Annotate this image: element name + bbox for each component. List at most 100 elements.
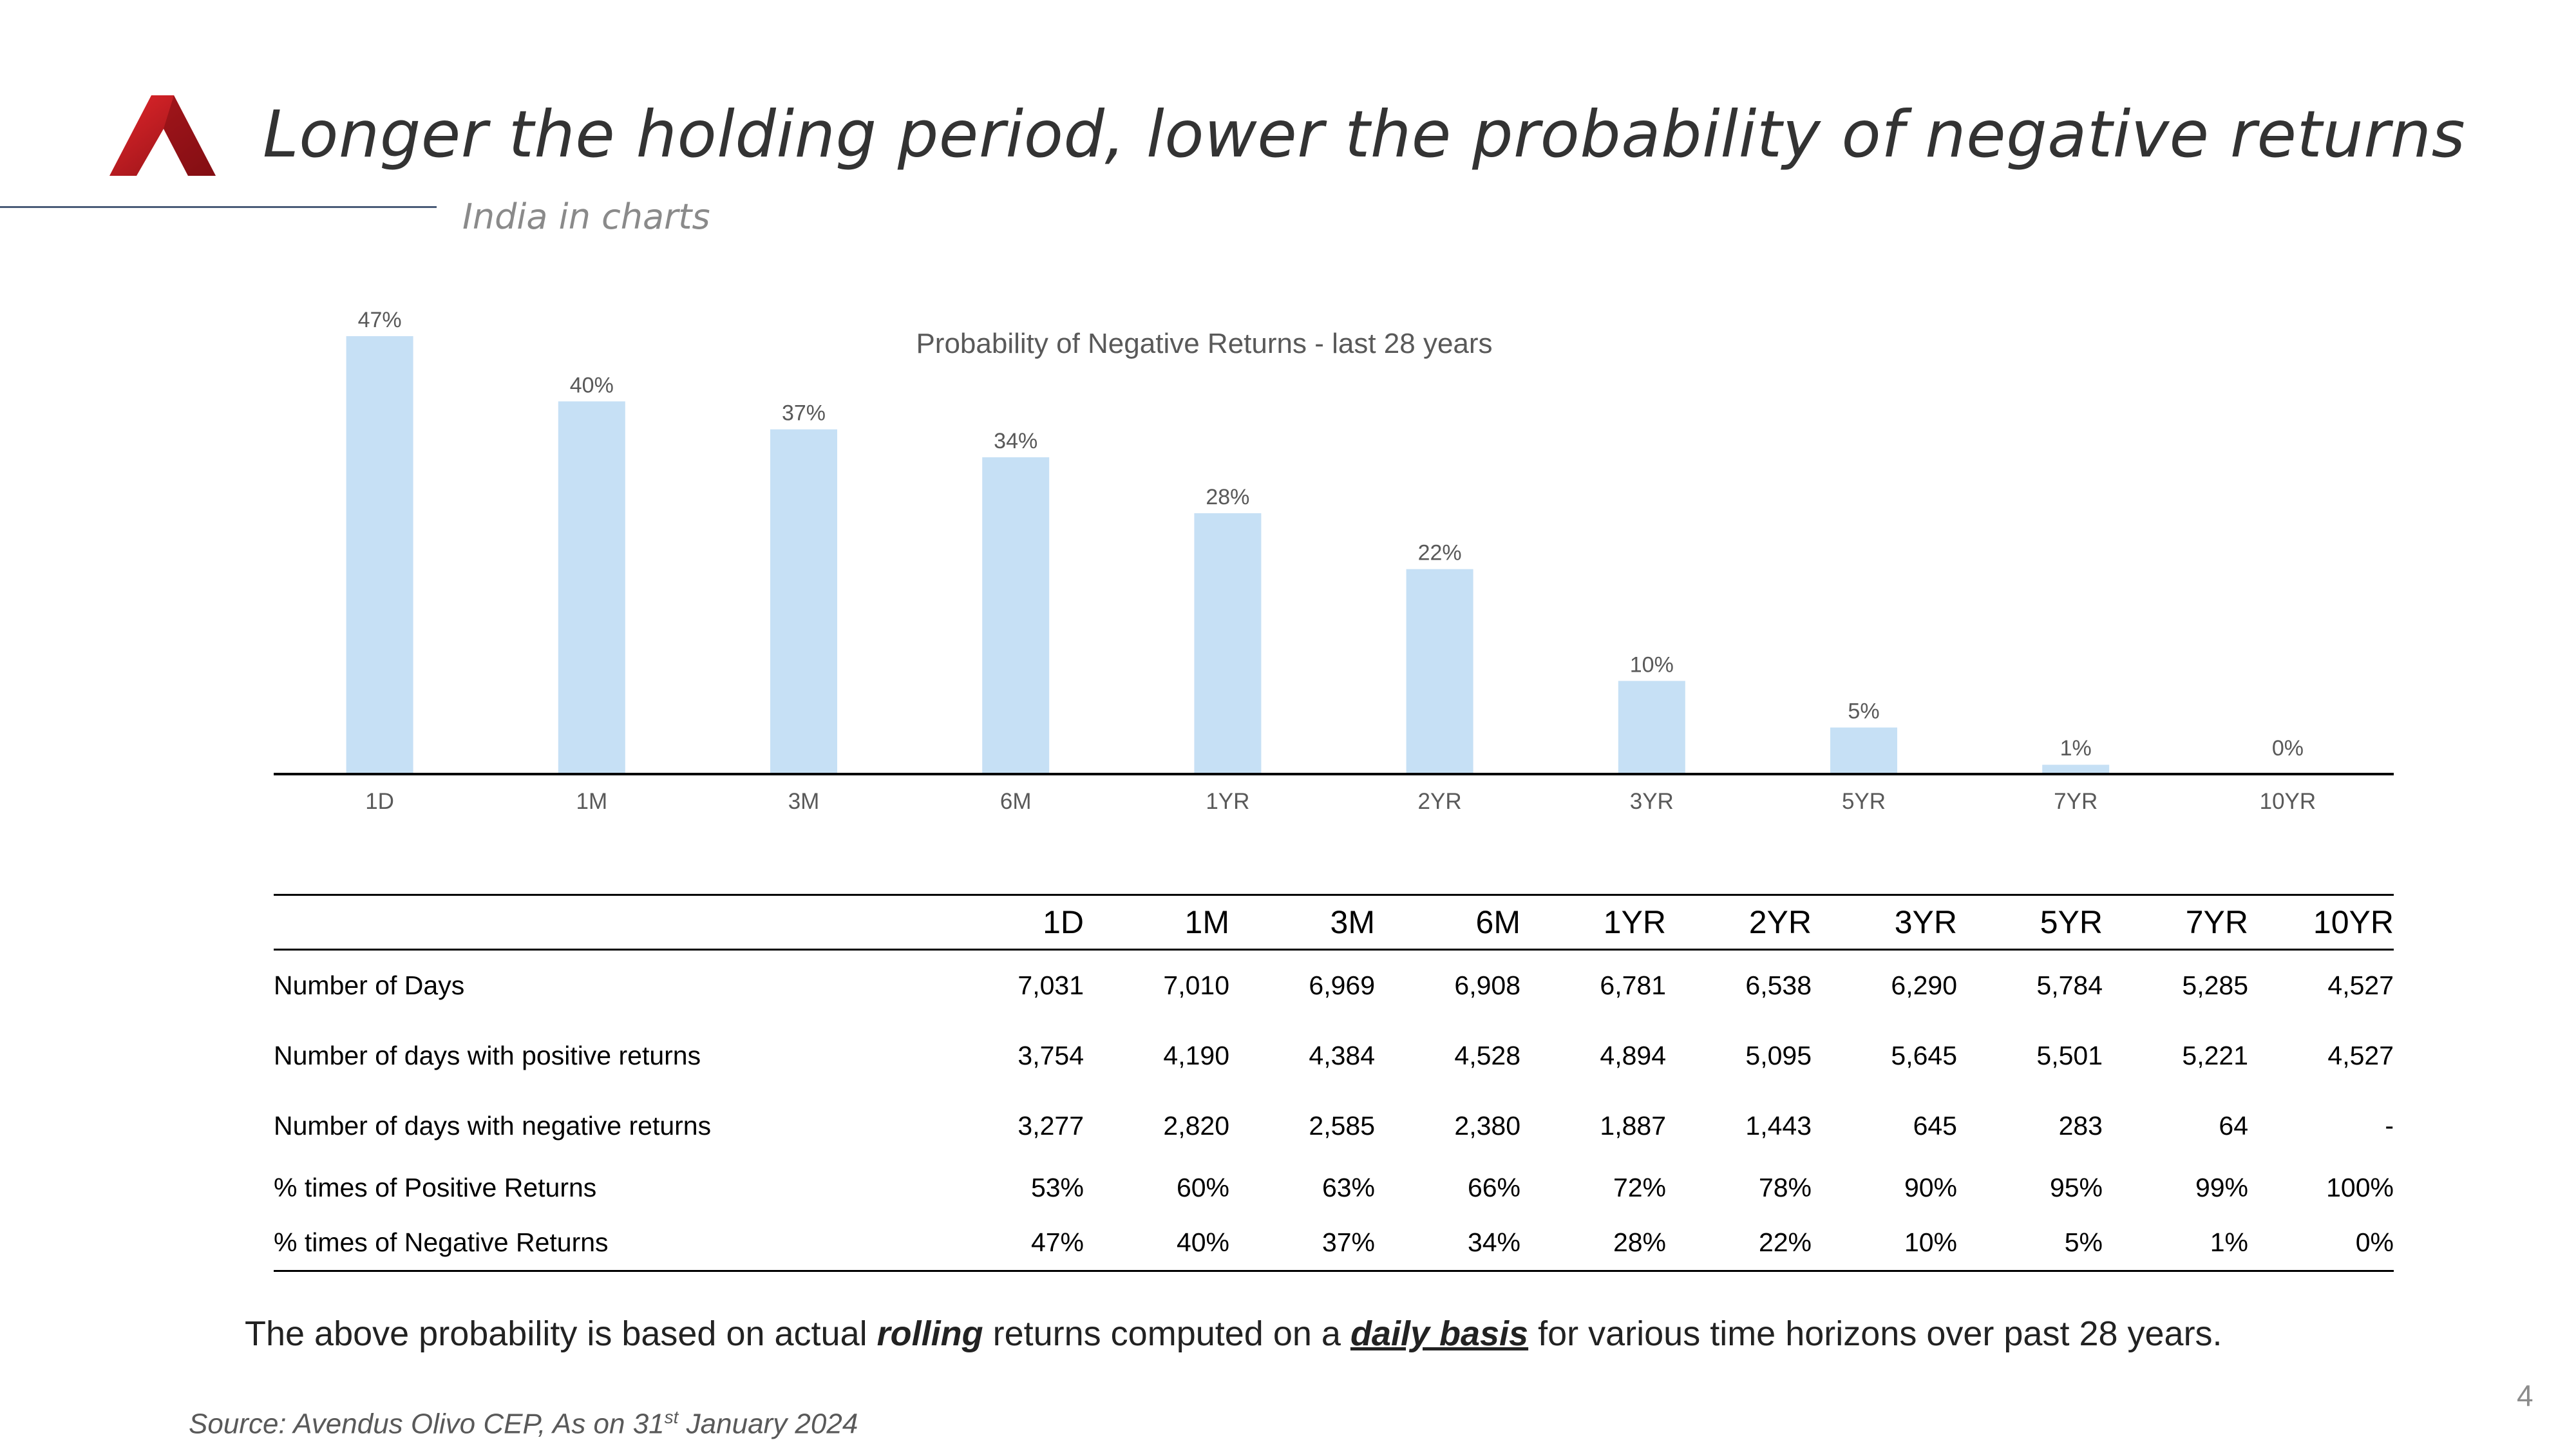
column-header: 2YR bbox=[1666, 894, 1812, 951]
row-label: % times of Negative Returns bbox=[274, 1215, 938, 1272]
chart-title: Probability of Negative Returns - last 2… bbox=[916, 328, 1492, 359]
table-cell: 6,781 bbox=[1600, 970, 1666, 1000]
page-number: 4 bbox=[2517, 1379, 2533, 1412]
x-tick-label: 3M bbox=[788, 789, 820, 814]
table-cell: 5% bbox=[1957, 1215, 2103, 1272]
row-label: Number of days with negative returns bbox=[274, 1110, 712, 1141]
table-row: % times of Positive Returns 53% 60% 63% … bbox=[274, 1160, 2394, 1215]
table-cell: 2,380 bbox=[1454, 1110, 1520, 1141]
table-cell: 4,384 bbox=[1309, 1040, 1375, 1070]
table-cell: 90% bbox=[1904, 1172, 1957, 1202]
x-tick-label: 10YR bbox=[2260, 789, 2316, 814]
table-cell: 22% bbox=[1666, 1215, 1812, 1272]
column-header: 1M bbox=[1084, 894, 1229, 951]
data-label: 5% bbox=[1848, 699, 1879, 724]
table-header-row: 1D 1M 3M 6M 1YR 2YR 3YR 5YR 7YR 10YR bbox=[274, 894, 2394, 951]
bar-3M bbox=[770, 429, 837, 774]
data-label: 0% bbox=[2272, 736, 2304, 761]
table-cell: 10% bbox=[1812, 1215, 1957, 1272]
column-header: 3YR bbox=[1812, 894, 1957, 951]
note-emphasis-rolling: rolling bbox=[876, 1314, 983, 1353]
bar-7YR bbox=[2042, 764, 2110, 774]
table-cell: 4,528 bbox=[1454, 1040, 1520, 1070]
table-cell: 5,285 bbox=[2182, 970, 2248, 1000]
column-header: 3M bbox=[1229, 894, 1375, 951]
table-cell: 2,585 bbox=[1309, 1110, 1375, 1141]
table-cell: 5,095 bbox=[1745, 1040, 1812, 1070]
bar-1M bbox=[558, 401, 625, 774]
table-cell: 7,010 bbox=[1163, 970, 1229, 1000]
table-cell: 78% bbox=[1758, 1172, 1812, 1202]
note-text: returns computed on a bbox=[983, 1314, 1350, 1353]
table-cell: 64 bbox=[2219, 1110, 2248, 1141]
table-cell: 6,538 bbox=[1745, 970, 1812, 1000]
bar-chart: Probability of Negative Returns - last 2… bbox=[274, 308, 2394, 814]
x-tick-label: 2YR bbox=[1418, 789, 1462, 814]
bar-1D bbox=[346, 336, 413, 774]
table-cell: 63% bbox=[1321, 1172, 1375, 1202]
data-label: 37% bbox=[782, 401, 826, 426]
table-cell: 5,784 bbox=[2036, 970, 2103, 1000]
table-cell: 1% bbox=[2103, 1215, 2248, 1272]
data-label: 22% bbox=[1418, 541, 1462, 565]
x-tick-label: 7YR bbox=[2054, 789, 2098, 814]
table-cell: 1,887 bbox=[1600, 1110, 1666, 1141]
note-text: The above probability is based on actual bbox=[245, 1314, 877, 1353]
table-row: Number of Days 7,031 7,010 6,969 6,908 6… bbox=[274, 950, 2394, 1021]
table-cell: 40% bbox=[1084, 1215, 1229, 1272]
row-label: % times of Positive Returns bbox=[274, 1172, 597, 1202]
table-cell: 95% bbox=[2049, 1172, 2103, 1202]
table-cell: 283 bbox=[2058, 1110, 2103, 1141]
table-corner-cell bbox=[274, 894, 938, 951]
table-cell: 66% bbox=[1467, 1172, 1520, 1202]
slide-subtitle: India in charts bbox=[462, 196, 710, 237]
source-note: Source: Avendus Olivo CEP, As on 31st Ja… bbox=[189, 1407, 858, 1441]
slide-title: Longer the holding period, lower the pro… bbox=[263, 97, 2466, 172]
title-divider bbox=[0, 206, 437, 208]
x-tick-label: 1YR bbox=[1206, 789, 1249, 814]
bar-3YR bbox=[1618, 681, 1685, 774]
table-row: Number of days with negative returns 3,2… bbox=[274, 1091, 2394, 1160]
table-cell: 37% bbox=[1229, 1215, 1375, 1272]
x-tick-label: 6M bbox=[1000, 789, 1032, 814]
table-cell: 34% bbox=[1375, 1215, 1520, 1272]
table-cell: - bbox=[2385, 1110, 2394, 1141]
row-label: Number of days with positive returns bbox=[274, 1040, 701, 1070]
table-cell: 99% bbox=[2195, 1172, 2248, 1202]
x-tick-label: 1M bbox=[576, 789, 607, 814]
table-cell: 6,969 bbox=[1309, 970, 1375, 1000]
x-tick-label: 5YR bbox=[1842, 789, 1886, 814]
source-superscript: st bbox=[664, 1407, 679, 1427]
bar-1YR bbox=[1194, 513, 1262, 774]
x-tick-label: 3YR bbox=[1630, 789, 1674, 814]
source-text: January 2024 bbox=[678, 1408, 858, 1440]
table-cell: 1,443 bbox=[1745, 1110, 1812, 1141]
table-cell: 72% bbox=[1613, 1172, 1666, 1202]
row-label: Number of Days bbox=[274, 970, 465, 1000]
table-cell: 0% bbox=[2248, 1215, 2394, 1272]
column-header: 5YR bbox=[1957, 894, 2103, 951]
column-header: 10YR bbox=[2248, 894, 2394, 951]
column-header: 6M bbox=[1375, 894, 1520, 951]
table-cell: 7,031 bbox=[1018, 970, 1084, 1000]
table-cell: 6,290 bbox=[1891, 970, 1957, 1000]
table-cell: 3,277 bbox=[1018, 1110, 1084, 1141]
table-cell: 6,908 bbox=[1454, 970, 1520, 1000]
bar-2YR bbox=[1406, 569, 1473, 774]
column-header: 1YR bbox=[1520, 894, 1666, 951]
x-tick-label: 1D bbox=[365, 789, 394, 814]
note-text: for various time horizons over past 28 y… bbox=[1528, 1314, 2222, 1353]
table-cell: 3,754 bbox=[1018, 1040, 1084, 1070]
table-cell: 5,221 bbox=[2182, 1040, 2248, 1070]
table-cell: 100% bbox=[2326, 1172, 2394, 1202]
bars-layer: 47% 1D 40% 1M 37% 3M 34% 6M 28% 1YR 22% 2YR 10% 3YR 5%… bbox=[346, 308, 2316, 814]
table-cell: 5,645 bbox=[1891, 1040, 1957, 1070]
data-label: 34% bbox=[994, 429, 1037, 453]
methodology-note: The above probability is based on actual… bbox=[245, 1314, 2222, 1354]
source-text: Source: Avendus Olivo CEP, As on 31 bbox=[189, 1408, 665, 1440]
table-cell: 4,527 bbox=[2327, 1040, 2394, 1070]
table-cell: 4,527 bbox=[2327, 970, 2394, 1000]
table-cell: 2,820 bbox=[1163, 1110, 1229, 1141]
table-cell: 5,501 bbox=[2036, 1040, 2103, 1070]
table-cell: 28% bbox=[1520, 1215, 1666, 1272]
